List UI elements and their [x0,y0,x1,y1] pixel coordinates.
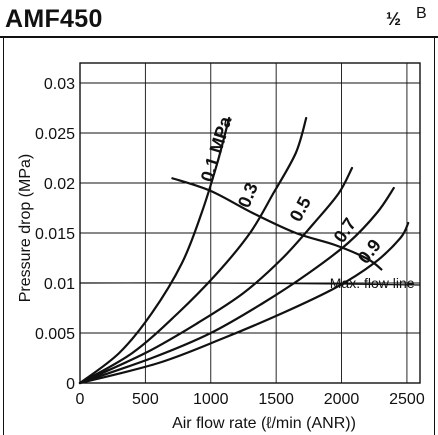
series-curve-2 [78,166,354,385]
x-tick-label: 2000 [324,391,360,408]
plot-border [79,62,421,384]
series-label-3: 0.7 [330,214,361,246]
y-tick-label: 0.02 [44,176,75,193]
x-tick-label: 1500 [258,391,294,408]
y-tick-label: 0.005 [35,326,75,343]
model-title: AMF450 [5,5,103,33]
series-curves [78,116,421,385]
series-curve-0 [78,116,231,385]
max-flow-label: Max. flow line [330,275,415,291]
series-curve-1 [78,116,308,385]
x-tick-label: 1000 [193,391,229,408]
header-rule [0,36,438,38]
series-curve-4 [78,221,410,385]
reference-line [79,282,421,286]
port-suffix: B [416,5,427,22]
series-curve-3 [78,186,395,385]
frame-left-border [3,36,4,435]
y-axis-title: Pressure drop (MPa) [17,154,34,303]
x-axis-title: Air flow rate (ℓ/min (ANR)) [172,415,356,432]
series-label-0: 0.1 MPa [197,113,236,184]
port-size: ½ [386,9,402,29]
x-tick-label: 500 [132,391,159,408]
y-tick-label: 0.015 [35,226,75,243]
y-tick-label: 0.03 [44,76,75,93]
y-tick-label: 0.025 [35,126,75,143]
frame-right-border [434,36,435,435]
y-tick-label: 0 [66,376,75,393]
plot-frame [79,62,421,384]
max-flow-line [171,176,383,271]
tick-labels: 0 500 1000 1500 2000 2500 0 0.005 0.01 0.015 0.02 0… [35,76,425,408]
series-label-2: 0.5 [286,193,315,224]
y-tick-label: 0.01 [44,276,75,293]
series-label-4: 0.9 [354,235,385,267]
x-tick-label: 0 [76,391,85,408]
x-tick-label: 2500 [389,391,425,408]
